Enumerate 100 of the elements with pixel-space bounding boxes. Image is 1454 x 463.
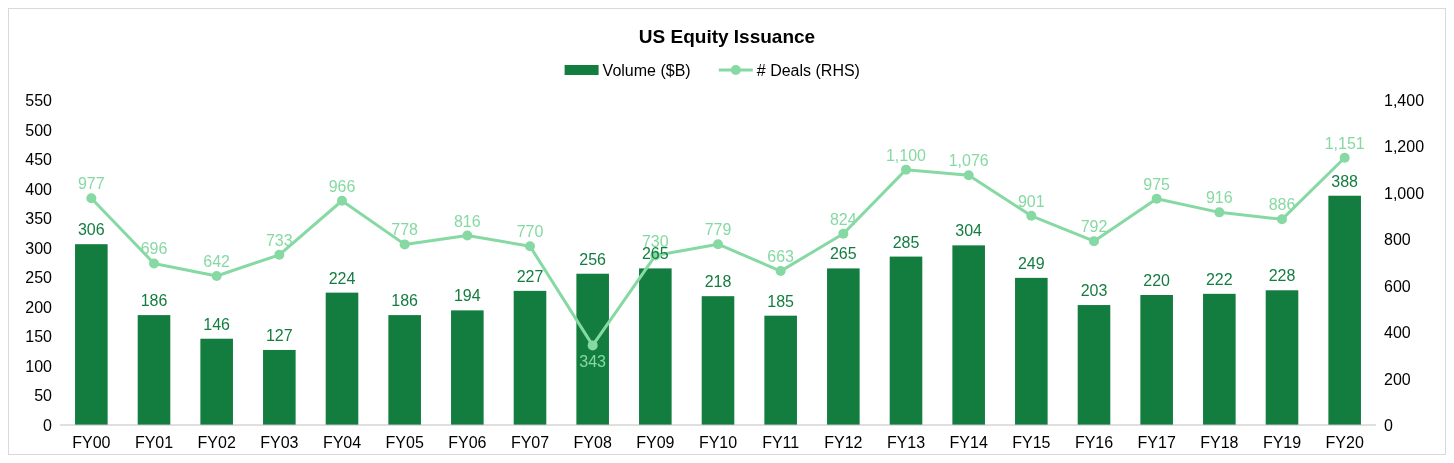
- bar: [263, 349, 296, 425]
- bar: [513, 290, 547, 425]
- point: [587, 340, 598, 351]
- x-tick-label: FY15: [1012, 434, 1051, 451]
- point: [838, 228, 849, 239]
- y-tick-label: 100: [25, 357, 53, 375]
- bar: [1015, 277, 1048, 425]
- data-label: 778: [391, 221, 419, 239]
- data-label: 663: [767, 248, 795, 266]
- bar: [325, 292, 359, 425]
- x-tick-label: FY04: [322, 434, 362, 451]
- y-tick-label: 500: [25, 121, 53, 139]
- point: [901, 164, 911, 175]
- x-tick-label: FY17: [1137, 434, 1176, 451]
- data-label: 1,100: [885, 146, 927, 164]
- data-label: 1,076: [948, 152, 989, 170]
- data-label: 185: [767, 292, 795, 310]
- data-label: 146: [203, 315, 231, 333]
- y2-tick-label: 400: [1384, 324, 1411, 342]
- y2-tick-label: 1,200: [1384, 138, 1425, 156]
- point: [1151, 193, 1162, 204]
- y2-tick-label: 1,400: [1384, 92, 1425, 109]
- x-tick-label: FY07: [510, 434, 550, 451]
- bar: [639, 268, 672, 425]
- data-label: 966: [328, 177, 356, 195]
- data-label: 916: [1205, 189, 1233, 207]
- x-tick-label: FY10: [698, 434, 738, 451]
- data-label: 901: [1017, 192, 1045, 210]
- x-tick-label: FY09: [636, 434, 675, 451]
- data-label: 733: [265, 231, 293, 249]
- point: [1277, 214, 1287, 225]
- bar: [952, 245, 985, 425]
- point: [149, 258, 159, 269]
- point: [963, 170, 974, 181]
- bar: [701, 296, 735, 425]
- x-tick-label: FY06: [448, 434, 487, 451]
- bar: [388, 315, 421, 425]
- data-label: 886: [1268, 196, 1296, 214]
- x-tick-label: FY11: [762, 434, 800, 451]
- y-tick-label: 250: [25, 269, 53, 287]
- bar: [1140, 295, 1173, 425]
- bar: [200, 338, 233, 425]
- data-label: 779: [704, 221, 732, 239]
- y-tick-label: 300: [25, 239, 53, 257]
- point: [1026, 210, 1037, 221]
- data-label: 1,151: [1324, 134, 1365, 152]
- data-label: 975: [1143, 175, 1171, 193]
- y-tick-label: 350: [25, 210, 53, 228]
- point: [525, 241, 535, 252]
- data-label: 203: [1080, 282, 1108, 300]
- y-tick-label: 200: [25, 298, 53, 316]
- bar: [1328, 195, 1361, 425]
- x-tick-label: FY18: [1200, 434, 1239, 451]
- y-tick-label: 150: [25, 328, 53, 346]
- bar: [827, 268, 860, 425]
- point: [399, 239, 410, 250]
- data-label: 186: [140, 292, 168, 310]
- data-label: 194: [453, 287, 481, 305]
- x-tick-label: FY05: [385, 434, 424, 451]
- data-label: 218: [704, 273, 732, 291]
- y-tick-label: 400: [25, 180, 53, 198]
- x-tick-label: FY03: [260, 434, 299, 451]
- x-tick-label: FY13: [886, 434, 926, 451]
- bar: [75, 244, 108, 425]
- data-label: 343: [579, 353, 607, 371]
- chart-title: US Equity Issuance: [638, 26, 816, 47]
- bar: [451, 310, 484, 425]
- data-label: 304: [955, 222, 983, 240]
- legend-label: # Deals (RHS): [756, 62, 860, 79]
- x-tick-label: FY01: [134, 434, 174, 451]
- y2-tick-label: 200: [1384, 370, 1411, 388]
- point: [1339, 152, 1350, 163]
- point: [462, 230, 473, 241]
- y-tick-label: 0: [43, 417, 53, 434]
- data-label: 222: [1205, 270, 1233, 288]
- data-label: 249: [1017, 254, 1045, 272]
- x-tick-label: FY08: [573, 434, 612, 451]
- y-tick-label: 450: [25, 151, 53, 169]
- x-tick-label: FY16: [1074, 434, 1114, 451]
- data-label: 227: [516, 267, 544, 285]
- point: [1214, 207, 1225, 218]
- y2-tick-label: 1,000: [1384, 184, 1425, 202]
- data-label: 224: [328, 269, 356, 287]
- y2-tick-label: 0: [1384, 417, 1393, 434]
- data-label: 127: [265, 326, 293, 344]
- y-tick-label: 50: [34, 387, 53, 405]
- x-tick-label: FY19: [1262, 434, 1302, 451]
- point: [775, 266, 786, 277]
- point: [713, 239, 723, 250]
- x-tick-label: FY14: [949, 434, 988, 451]
- point: [1089, 236, 1099, 247]
- data-label: 388: [1331, 172, 1359, 190]
- data-label: 285: [892, 233, 920, 251]
- data-label: 306: [77, 221, 105, 239]
- data-label: 816: [453, 212, 481, 230]
- bar: [1077, 305, 1111, 425]
- data-label: 792: [1080, 218, 1108, 236]
- x-tick-label: FY00: [72, 434, 111, 451]
- bar: [137, 315, 171, 425]
- point: [337, 195, 347, 206]
